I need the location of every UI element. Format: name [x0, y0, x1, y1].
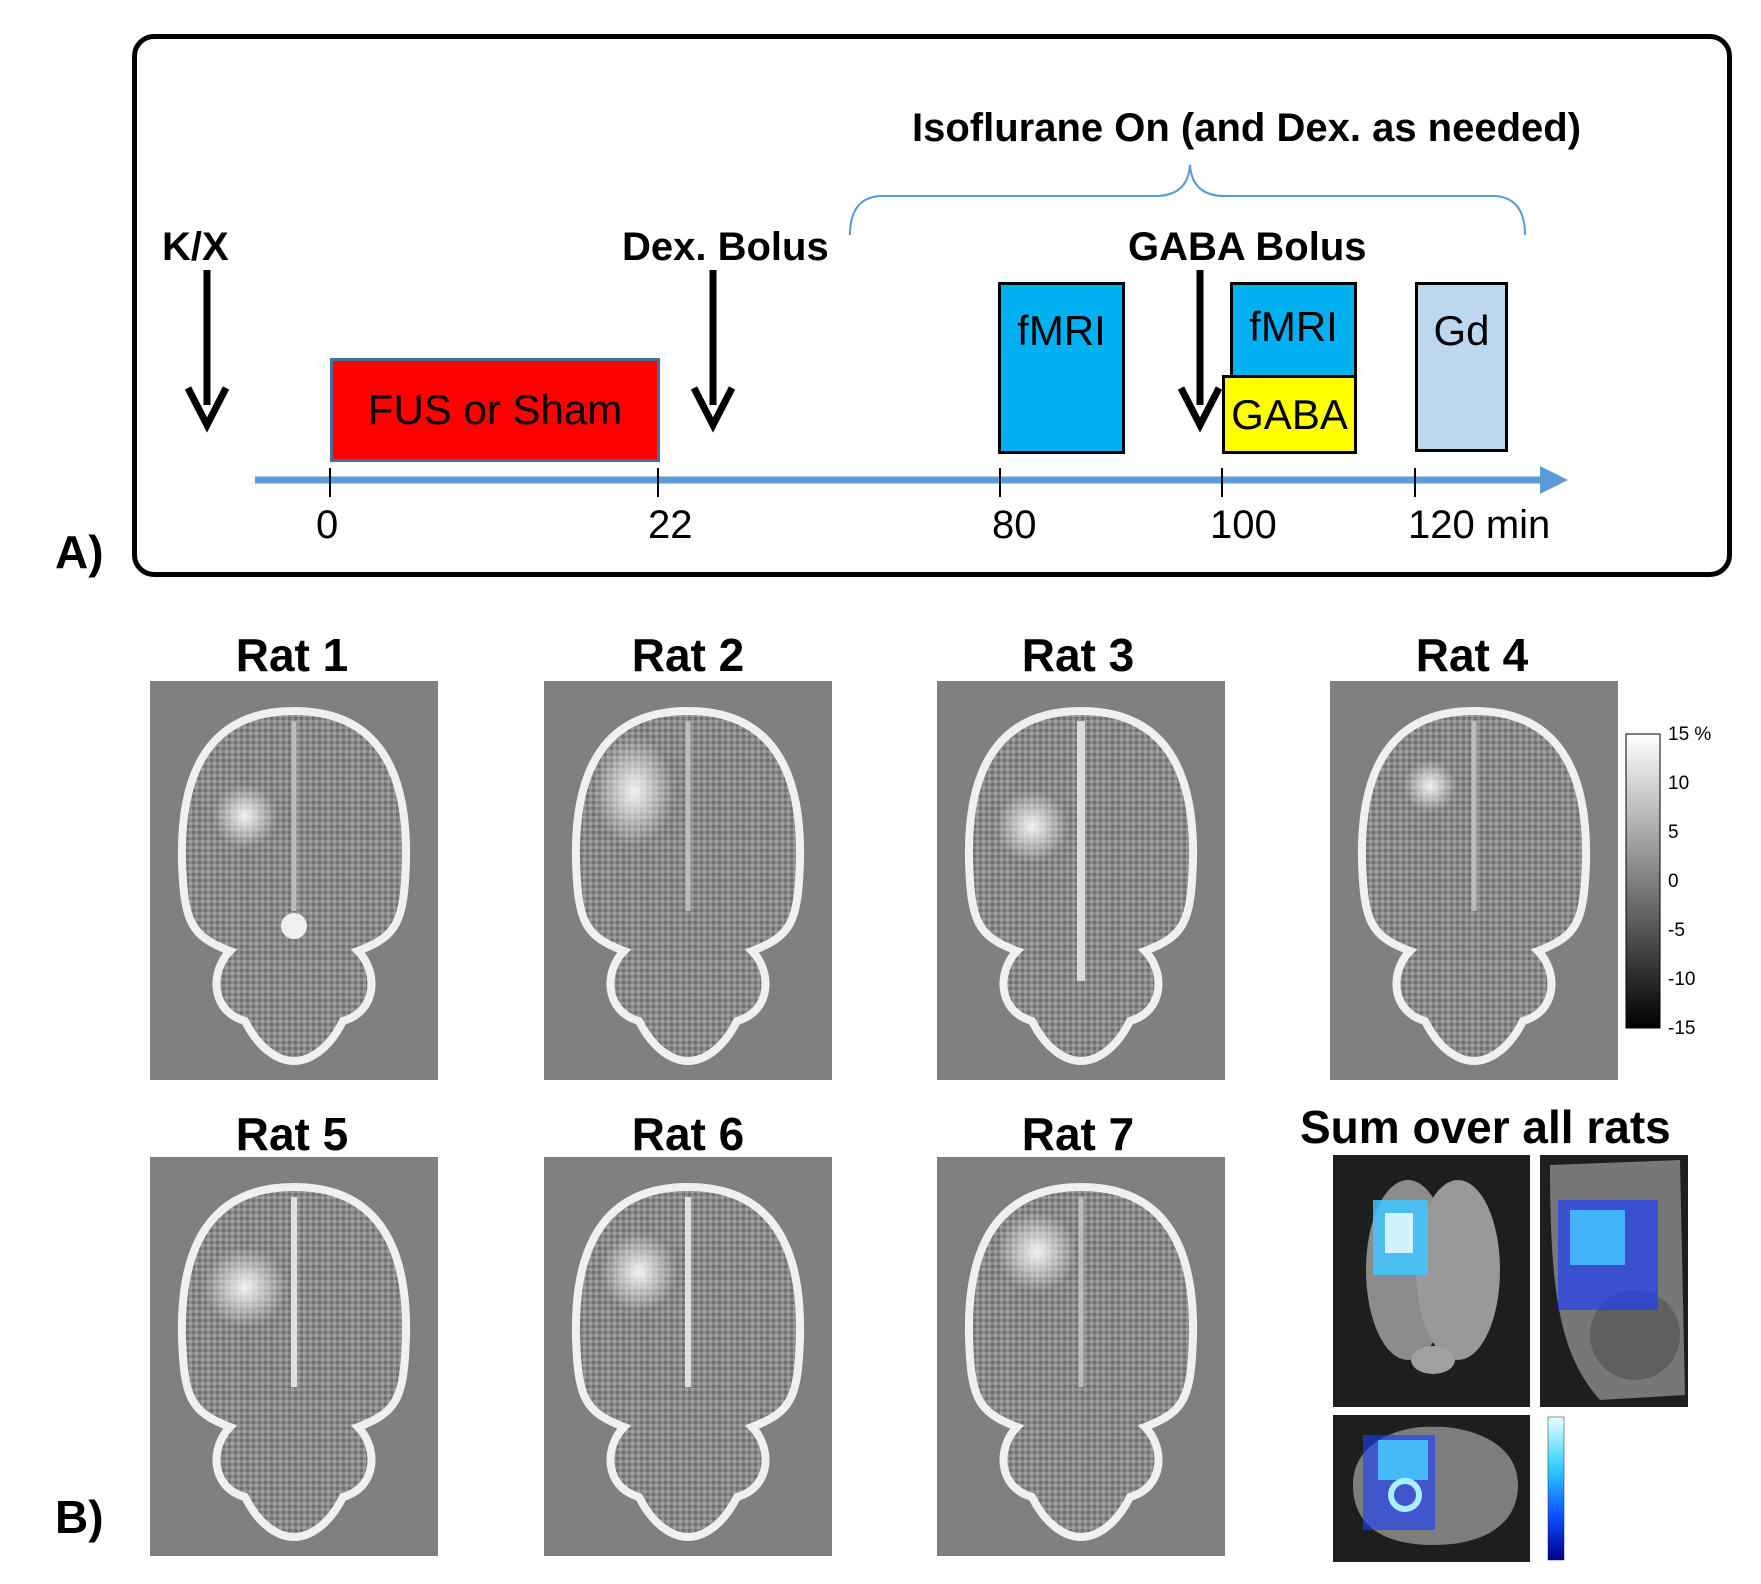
rat-2-title: Rat 2 — [631, 629, 745, 681]
timeline-graphics — [184, 164, 1568, 497]
rat-2-brain-map — [544, 681, 832, 1080]
colorbar-tick-neg15: -15 — [1668, 1018, 1696, 1039]
rat-5-title: Rat 5 — [235, 1108, 349, 1160]
colorbar-tick-0: 0 — [1668, 871, 1679, 892]
rat-3-brain-map — [937, 681, 1225, 1080]
tick-label-100: 100 — [1210, 503, 1277, 547]
rat-6-title: Rat 6 — [631, 1108, 745, 1160]
gaba-bolus-arrow — [1177, 270, 1223, 433]
rat-3-title: Rat 3 — [1021, 629, 1135, 681]
colorbar-tick-15: 15 % — [1668, 724, 1712, 745]
fmri-block-1: fMRI — [998, 282, 1125, 454]
gaba-block: GABA — [1222, 375, 1357, 454]
rat-6-brain-map — [544, 1157, 832, 1556]
colorbar-tick-10: 10 — [1668, 773, 1690, 794]
rat-7-title: Rat 7 — [1021, 1108, 1135, 1160]
panel-b-label: B) — [55, 1491, 104, 1543]
rat-7-brain-map — [937, 1157, 1225, 1556]
rat-4-brain-map — [1330, 681, 1618, 1080]
colorbar-tick-neg5: -5 — [1668, 920, 1685, 941]
isoflurane-label: Isoflurane On (and Dex. as needed) — [912, 106, 1582, 150]
colorbar-tick-5: 5 — [1668, 822, 1679, 843]
sum-coronal-view — [1333, 1415, 1530, 1562]
sum-sagittal-view — [1540, 1155, 1688, 1407]
time-axis-arrowhead — [1540, 466, 1568, 494]
gd-block: Gd — [1415, 282, 1508, 452]
rat-1-title: Rat 1 — [235, 629, 349, 681]
kx-arrow — [184, 270, 230, 433]
fmri-block-2: fMRI — [1230, 282, 1357, 379]
percent-colorbar — [1625, 733, 1661, 1029]
rat-5-brain-map — [150, 1157, 438, 1556]
rat-4-title: Rat 4 — [1415, 629, 1529, 681]
rat-1-brain-map — [150, 681, 438, 1080]
tick-label-22: 22 — [648, 503, 693, 547]
timeline-frame — [132, 34, 1732, 577]
sum-axial-view — [1333, 1155, 1530, 1407]
tick-label-120: 120 min — [1408, 503, 1551, 547]
tick-label-80: 80 — [992, 503, 1037, 547]
kx-label: K/X — [162, 225, 229, 269]
tick-label-0: 0 — [316, 503, 339, 547]
gaba-bolus-label: GABA Bolus — [1128, 225, 1367, 269]
fus-or-sham-block: FUS or Sham — [330, 358, 660, 462]
sum-colorbar — [1547, 1416, 1565, 1561]
dex-bolus-arrow — [690, 270, 736, 433]
isoflurane-brace — [849, 164, 1526, 236]
sum-title: Sum over all rats — [1300, 1101, 1671, 1153]
panel-a-label: A) — [55, 526, 104, 578]
dex-bolus-label: Dex. Bolus — [622, 225, 829, 269]
colorbar-tick-neg10: -10 — [1668, 969, 1696, 990]
